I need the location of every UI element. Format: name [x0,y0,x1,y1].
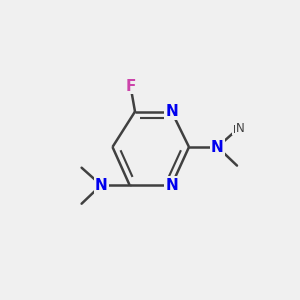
Text: F: F [125,79,136,94]
Text: N: N [165,178,178,193]
Text: N: N [165,104,178,119]
Text: N: N [236,122,244,135]
Text: N: N [211,140,224,154]
Text: N: N [95,178,107,193]
Text: N: N [232,124,242,135]
